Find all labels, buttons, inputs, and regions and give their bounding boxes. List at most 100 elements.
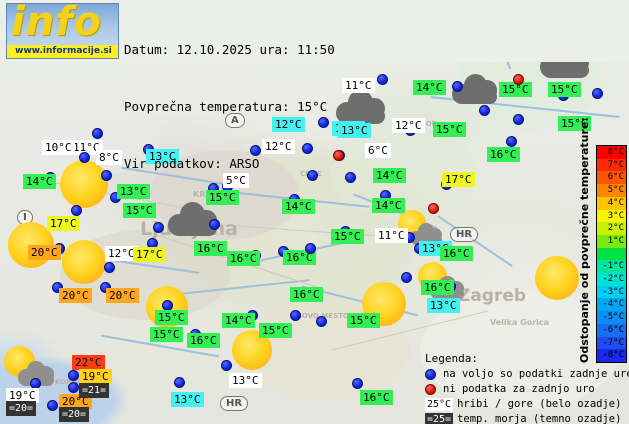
station-dot[interactable] — [506, 136, 517, 147]
temperature-chip: 12°C — [105, 246, 138, 261]
station-dot[interactable] — [479, 105, 490, 116]
station-dot[interactable] — [452, 81, 463, 92]
header-avg-temp-line: Povprečna temperatura: 15°C — [124, 99, 328, 114]
legend-mountain-chip: 25°C — [425, 398, 454, 411]
legend-row-label: na voljo so podatki zadnje ure — [443, 368, 629, 380]
station-dot[interactable] — [592, 88, 603, 99]
temperature-chip: 5°C — [223, 173, 249, 188]
cloud-lobe — [543, 61, 589, 78]
legend-row-label: ni podatka za zadnjo uro — [443, 383, 595, 395]
cloud-icon — [17, 356, 56, 386]
station-dot-no-data[interactable] — [513, 74, 524, 85]
temperature-chip: 13°C — [117, 184, 150, 199]
station-dot[interactable] — [290, 310, 301, 321]
station-dot[interactable] — [307, 170, 318, 181]
sun-icon — [60, 160, 108, 208]
station-dot[interactable] — [250, 145, 261, 156]
temperature-chip: 20°C — [106, 288, 139, 303]
temperature-chip: 16°C — [421, 280, 454, 295]
station-dot[interactable] — [68, 370, 79, 381]
station-dot[interactable] — [52, 282, 63, 293]
station-dot[interactable] — [221, 360, 232, 371]
station-dot[interactable] — [47, 400, 58, 411]
station-dot[interactable] — [513, 114, 524, 125]
cloud-lobe — [171, 219, 217, 236]
country-tag: A — [225, 113, 245, 128]
scale-step: 1°C — [597, 234, 626, 248]
temperature-chip: 6°C — [365, 143, 391, 158]
scale-step: 2°C — [597, 222, 626, 235]
temperature-chip: 20°C — [59, 288, 92, 303]
legend-row: na voljo so podatki zadnje ure — [425, 367, 629, 382]
temperature-chip: 14°C — [413, 80, 446, 95]
temperature-chip: 13°C — [146, 149, 179, 164]
scale-step: -8°C — [597, 349, 626, 362]
scale-step: 4°C — [597, 196, 626, 210]
temperature-chip: 13°C — [171, 392, 204, 407]
temperature-chip: 12°C — [272, 117, 305, 132]
logo-url: www.informacije.si — [7, 45, 118, 58]
temperature-chip: 17°C — [133, 247, 166, 262]
station-dot[interactable] — [316, 316, 327, 327]
cloud-icon — [336, 84, 388, 124]
header-bar: info www.informacije.si Datum: 12.10.202… — [0, 0, 629, 171]
temperature-chip: 12°C — [392, 118, 425, 133]
legend-title: Legenda: — [425, 352, 478, 365]
temperature-chip: 15°C — [155, 310, 188, 325]
station-dot[interactable] — [71, 205, 82, 216]
scale-step: -5°C — [597, 311, 626, 324]
station-dot-no-data[interactable] — [333, 150, 344, 161]
station-dot-no-data[interactable] — [428, 203, 439, 214]
sea-temperature-chip: =20= — [59, 407, 90, 422]
temperature-chip: 11°C — [342, 78, 375, 93]
scale-step: -7°C — [597, 336, 626, 350]
station-dot[interactable] — [68, 382, 79, 393]
station-dot[interactable] — [352, 378, 363, 389]
station-dot[interactable] — [153, 222, 164, 233]
temperature-chip: 16°C — [227, 251, 260, 266]
station-dot[interactable] — [174, 377, 185, 388]
legend-row: ni podatka za zadnjo uro — [425, 382, 605, 397]
temperature-chip: 15°C — [558, 116, 591, 131]
temperature-chip: 14°C — [372, 198, 405, 213]
station-dot[interactable] — [79, 152, 90, 163]
sun-icon — [535, 256, 579, 300]
station-dot[interactable] — [92, 128, 103, 139]
station-dot[interactable] — [305, 243, 316, 254]
temperature-chip: 15°C — [499, 82, 532, 97]
temperature-chip: 13°C — [427, 298, 460, 313]
scale-step: 3°C — [597, 209, 626, 223]
station-dot[interactable] — [100, 282, 111, 293]
scale-title: Odstopanje od povprečne temperature: — [578, 117, 591, 363]
temperature-chip: 19°C — [6, 388, 39, 403]
station-dot[interactable] — [401, 272, 412, 283]
temperature-chip: 16°C — [187, 333, 220, 348]
temperature-chip: 14°C — [23, 174, 56, 189]
temperature-chip: 16°C — [440, 246, 473, 261]
station-dot[interactable] — [101, 170, 112, 181]
station-dot[interactable] — [318, 117, 329, 128]
temperature-chip: 15°C — [150, 327, 183, 342]
country-tag: HR — [220, 396, 249, 411]
scale-step — [597, 247, 626, 261]
cloud-icon — [409, 219, 444, 246]
scale-step: 7°C — [597, 158, 626, 172]
temperature-chip: 14°C — [282, 199, 315, 214]
temperature-chip: 10°C — [42, 140, 75, 155]
temperature-chip: 11°C — [70, 140, 103, 155]
temperature-chip: 16°C — [194, 241, 227, 256]
header-date-line: Datum: 12.10.2025 ura: 11:50 — [124, 42, 335, 57]
station-dot[interactable] — [209, 219, 220, 230]
informacije-logo[interactable]: info www.informacije.si — [6, 3, 119, 59]
scale-step: -1°C — [597, 260, 626, 274]
sun-icon — [62, 240, 106, 284]
legend-blue-dot-icon — [425, 369, 436, 380]
temperature-chip: 19°C — [79, 369, 112, 384]
station-dot[interactable] — [377, 74, 388, 85]
station-dot[interactable] — [302, 143, 313, 154]
station-dot[interactable] — [104, 262, 115, 273]
scale-step: -4°C — [597, 298, 626, 312]
header-info-text: Datum: 12.10.2025 ura: 11:50 Povprečna t… — [124, 2, 335, 211]
station-dot[interactable] — [345, 172, 356, 183]
